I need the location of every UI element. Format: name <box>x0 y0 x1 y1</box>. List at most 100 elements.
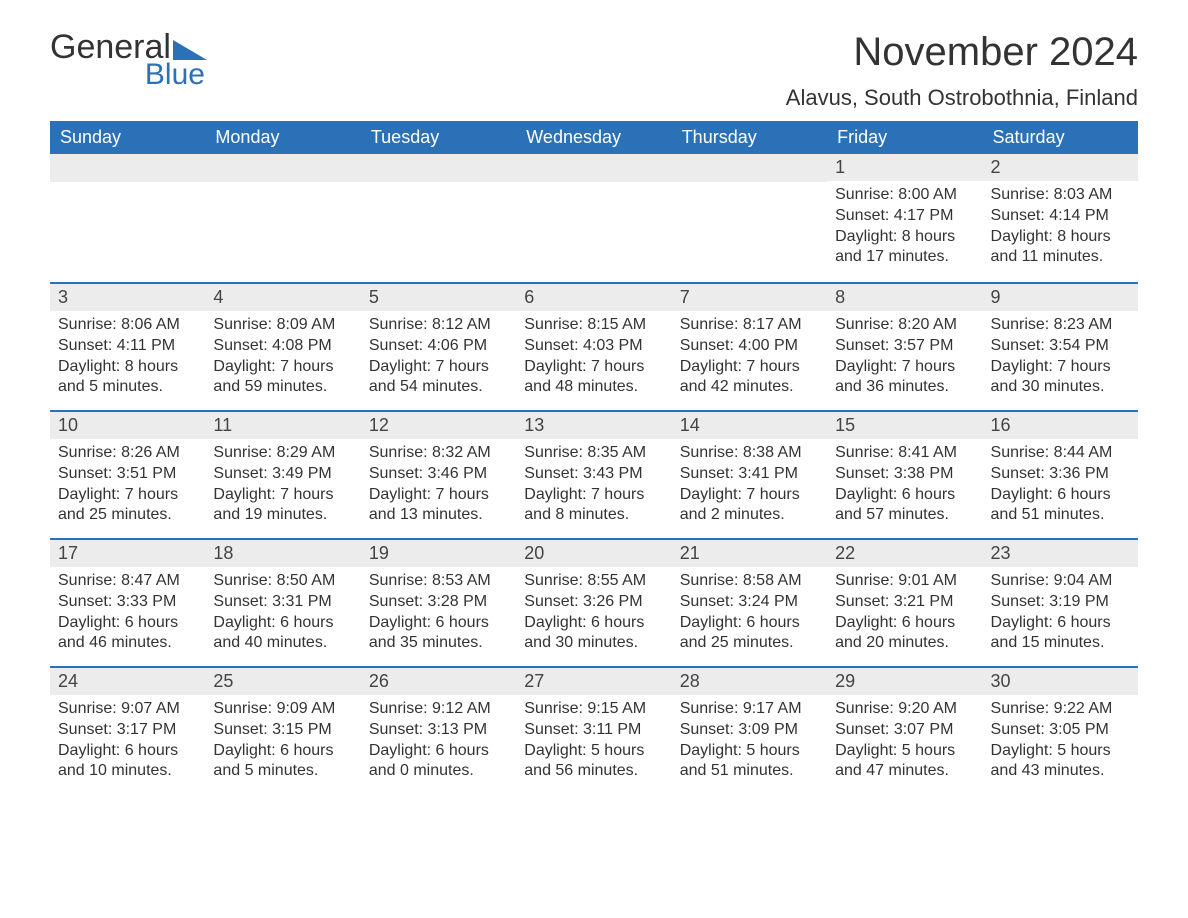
daylight-line: Daylight: 7 hours and 48 minutes. <box>524 357 663 399</box>
sunrise-line: Sunrise: 8:23 AM <box>991 315 1130 336</box>
day-details: Sunrise: 8:50 AMSunset: 3:31 PMDaylight:… <box>205 567 360 662</box>
sunset-line: Sunset: 4:11 PM <box>58 336 197 357</box>
title-block: November 2024 Alavus, South Ostrobothnia… <box>786 30 1138 111</box>
daylight-line: Daylight: 6 hours and 20 minutes. <box>835 613 974 655</box>
daylight-line: Daylight: 8 hours and 17 minutes. <box>835 227 974 269</box>
sunset-line: Sunset: 3:15 PM <box>213 720 352 741</box>
day-details: Sunrise: 9:12 AMSunset: 3:13 PMDaylight:… <box>361 695 516 790</box>
calendar-day-cell: 25Sunrise: 9:09 AMSunset: 3:15 PMDayligh… <box>205 666 360 794</box>
weekday-header: Thursday <box>672 121 827 154</box>
day-details: Sunrise: 8:47 AMSunset: 3:33 PMDaylight:… <box>50 567 205 662</box>
daylight-line: Daylight: 6 hours and 40 minutes. <box>213 613 352 655</box>
calendar-day-cell: 17Sunrise: 8:47 AMSunset: 3:33 PMDayligh… <box>50 538 205 666</box>
sunset-line: Sunset: 3:41 PM <box>680 464 819 485</box>
calendar-day-cell: 21Sunrise: 8:58 AMSunset: 3:24 PMDayligh… <box>672 538 827 666</box>
sunrise-line: Sunrise: 9:12 AM <box>369 699 508 720</box>
calendar-day-cell: 28Sunrise: 9:17 AMSunset: 3:09 PMDayligh… <box>672 666 827 794</box>
day-details: Sunrise: 8:23 AMSunset: 3:54 PMDaylight:… <box>983 311 1138 406</box>
calendar-empty-cell <box>205 154 360 282</box>
calendar-day-cell: 9Sunrise: 8:23 AMSunset: 3:54 PMDaylight… <box>983 282 1138 410</box>
sunset-line: Sunset: 3:28 PM <box>369 592 508 613</box>
daylight-line: Daylight: 7 hours and 25 minutes. <box>58 485 197 527</box>
sunrise-line: Sunrise: 8:41 AM <box>835 443 974 464</box>
sunset-line: Sunset: 3:21 PM <box>835 592 974 613</box>
sunset-line: Sunset: 3:38 PM <box>835 464 974 485</box>
sunset-line: Sunset: 3:11 PM <box>524 720 663 741</box>
sunset-line: Sunset: 3:19 PM <box>991 592 1130 613</box>
calendar-day-cell: 22Sunrise: 9:01 AMSunset: 3:21 PMDayligh… <box>827 538 982 666</box>
calendar-day-cell: 19Sunrise: 8:53 AMSunset: 3:28 PMDayligh… <box>361 538 516 666</box>
calendar-week-row: 24Sunrise: 9:07 AMSunset: 3:17 PMDayligh… <box>50 666 1138 794</box>
sunset-line: Sunset: 3:07 PM <box>835 720 974 741</box>
daylight-line: Daylight: 6 hours and 10 minutes. <box>58 741 197 783</box>
sunrise-line: Sunrise: 8:32 AM <box>369 443 508 464</box>
sunrise-line: Sunrise: 8:12 AM <box>369 315 508 336</box>
daylight-line: Daylight: 5 hours and 56 minutes. <box>524 741 663 783</box>
sunset-line: Sunset: 4:03 PM <box>524 336 663 357</box>
day-number: 5 <box>361 282 516 311</box>
day-number: 21 <box>672 538 827 567</box>
daylight-line: Daylight: 7 hours and 59 minutes. <box>213 357 352 399</box>
sunset-line: Sunset: 3:54 PM <box>991 336 1130 357</box>
day-number: 25 <box>205 666 360 695</box>
day-number: 7 <box>672 282 827 311</box>
sunrise-line: Sunrise: 9:07 AM <box>58 699 197 720</box>
calendar-week-row: 1Sunrise: 8:00 AMSunset: 4:17 PMDaylight… <box>50 154 1138 282</box>
calendar-table: SundayMondayTuesdayWednesdayThursdayFrid… <box>50 121 1138 794</box>
day-number: 15 <box>827 410 982 439</box>
sunset-line: Sunset: 3:26 PM <box>524 592 663 613</box>
daylight-line: Daylight: 6 hours and 46 minutes. <box>58 613 197 655</box>
calendar-day-cell: 6Sunrise: 8:15 AMSunset: 4:03 PMDaylight… <box>516 282 671 410</box>
sunset-line: Sunset: 4:14 PM <box>991 206 1130 227</box>
sunrise-line: Sunrise: 8:58 AM <box>680 571 819 592</box>
daylight-line: Daylight: 7 hours and 30 minutes. <box>991 357 1130 399</box>
month-title: November 2024 <box>786 30 1138 75</box>
day-number: 20 <box>516 538 671 567</box>
day-details: Sunrise: 8:20 AMSunset: 3:57 PMDaylight:… <box>827 311 982 406</box>
calendar-day-cell: 18Sunrise: 8:50 AMSunset: 3:31 PMDayligh… <box>205 538 360 666</box>
brand-logo: General Blue <box>50 30 207 90</box>
brand-sail-icon <box>173 40 207 60</box>
calendar-empty-cell <box>672 154 827 282</box>
sunset-line: Sunset: 3:51 PM <box>58 464 197 485</box>
calendar-empty-cell <box>361 154 516 282</box>
daylight-line: Daylight: 8 hours and 11 minutes. <box>991 227 1130 269</box>
daylight-line: Daylight: 5 hours and 47 minutes. <box>835 741 974 783</box>
day-number: 29 <box>827 666 982 695</box>
day-details: Sunrise: 9:01 AMSunset: 3:21 PMDaylight:… <box>827 567 982 662</box>
calendar-day-cell: 8Sunrise: 8:20 AMSunset: 3:57 PMDaylight… <box>827 282 982 410</box>
daylight-line: Daylight: 6 hours and 57 minutes. <box>835 485 974 527</box>
day-number: 19 <box>361 538 516 567</box>
day-details: Sunrise: 8:29 AMSunset: 3:49 PMDaylight:… <box>205 439 360 534</box>
day-details: Sunrise: 9:22 AMSunset: 3:05 PMDaylight:… <box>983 695 1138 790</box>
day-number: 24 <box>50 666 205 695</box>
daylight-line: Daylight: 7 hours and 13 minutes. <box>369 485 508 527</box>
daylight-line: Daylight: 6 hours and 0 minutes. <box>369 741 508 783</box>
sunset-line: Sunset: 3:05 PM <box>991 720 1130 741</box>
daylight-line: Daylight: 6 hours and 15 minutes. <box>991 613 1130 655</box>
calendar-week-row: 17Sunrise: 8:47 AMSunset: 3:33 PMDayligh… <box>50 538 1138 666</box>
day-number: 30 <box>983 666 1138 695</box>
sunrise-line: Sunrise: 8:35 AM <box>524 443 663 464</box>
day-details: Sunrise: 8:35 AMSunset: 3:43 PMDaylight:… <box>516 439 671 534</box>
sunset-line: Sunset: 3:09 PM <box>680 720 819 741</box>
day-number: 13 <box>516 410 671 439</box>
day-number: 18 <box>205 538 360 567</box>
day-number: 22 <box>827 538 982 567</box>
day-details: Sunrise: 8:00 AMSunset: 4:17 PMDaylight:… <box>827 181 982 276</box>
day-number: 26 <box>361 666 516 695</box>
weekday-header: Sunday <box>50 121 205 154</box>
daylight-line: Daylight: 7 hours and 2 minutes. <box>680 485 819 527</box>
sunrise-line: Sunrise: 9:22 AM <box>991 699 1130 720</box>
sunrise-line: Sunrise: 8:50 AM <box>213 571 352 592</box>
sunrise-line: Sunrise: 8:17 AM <box>680 315 819 336</box>
calendar-day-cell: 30Sunrise: 9:22 AMSunset: 3:05 PMDayligh… <box>983 666 1138 794</box>
sunrise-line: Sunrise: 8:09 AM <box>213 315 352 336</box>
day-number: 28 <box>672 666 827 695</box>
calendar-day-cell: 4Sunrise: 8:09 AMSunset: 4:08 PMDaylight… <box>205 282 360 410</box>
calendar-empty-cell <box>50 154 205 282</box>
daylight-line: Daylight: 7 hours and 54 minutes. <box>369 357 508 399</box>
weekday-header: Tuesday <box>361 121 516 154</box>
sunset-line: Sunset: 3:36 PM <box>991 464 1130 485</box>
day-details: Sunrise: 8:55 AMSunset: 3:26 PMDaylight:… <box>516 567 671 662</box>
